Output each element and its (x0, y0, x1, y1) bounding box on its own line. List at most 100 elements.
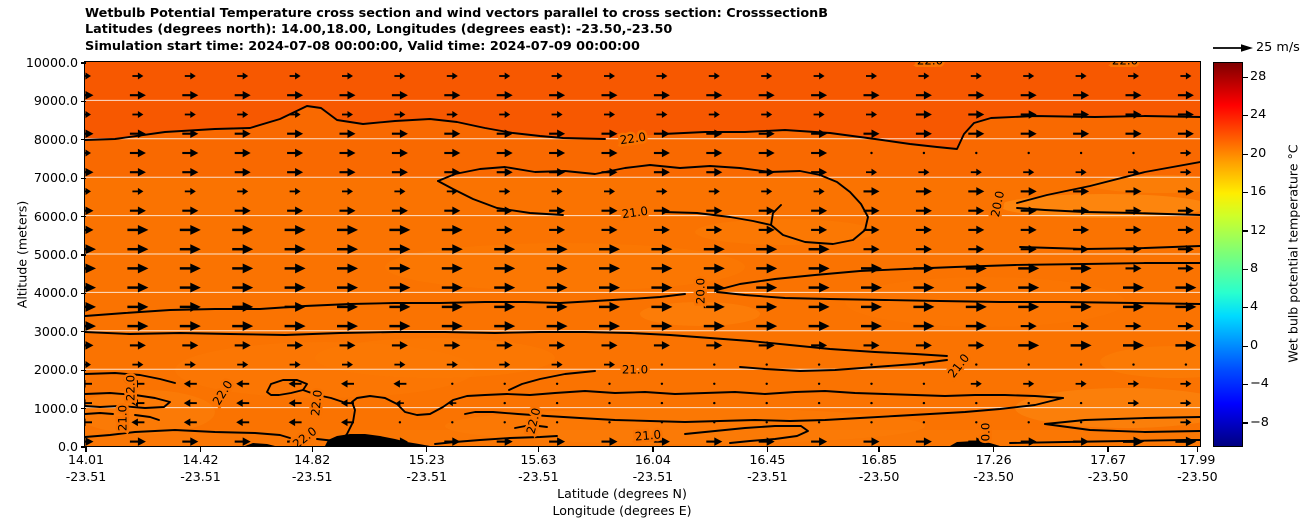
wind-vector-dot (713, 363, 716, 367)
wind-vector-head (923, 263, 935, 274)
wind-vector-head (766, 111, 773, 119)
wind-vector-head (504, 72, 511, 80)
y-tick-label: 8000.0 (33, 131, 78, 147)
x-tick-label-longitude: -23.51 (747, 469, 788, 484)
wind-vector-head (137, 72, 144, 80)
reference-arrow-value: 25 m/s (1256, 40, 1300, 55)
temperature-shading (385, 243, 745, 292)
wind-vector-head (85, 149, 91, 157)
wind-vector-head (609, 302, 620, 313)
wind-vector-head (137, 225, 149, 236)
wind-vector-head (137, 206, 146, 216)
wind-vector-head (1185, 302, 1197, 313)
title-line-2: Latitudes (degrees north): 14.00,18.00, … (85, 22, 673, 38)
wind-vector-head (288, 418, 296, 427)
wind-vector-head (766, 321, 778, 332)
wind-vector-head (819, 226, 828, 235)
wind-vector-head (819, 129, 828, 139)
wind-vector-head (85, 418, 86, 427)
wind-vector-head (347, 244, 358, 255)
wind-vector-head (190, 168, 199, 177)
wind-vector-head (609, 206, 618, 216)
wind-vector-head (1133, 206, 1142, 216)
contour-label: 0.0 (979, 423, 993, 442)
wind-vector-dot (660, 421, 664, 424)
cross-section-canvas: 22.021.020.020.021.021.021.022.021.022.0… (85, 62, 1200, 447)
contour-line (85, 392, 171, 410)
wind-vector-dot (555, 382, 559, 386)
wind-vector-dot (975, 421, 978, 424)
wind-vector-dot (870, 382, 873, 386)
wind-vector-dot (1027, 402, 1030, 405)
wind-vector-dot (608, 421, 611, 424)
terrain-silhouette (950, 441, 1000, 447)
wind-vector-head (242, 302, 254, 313)
wind-vector-head (347, 149, 356, 158)
wind-vector-dot (1079, 421, 1083, 424)
wind-vector-dot (765, 402, 768, 405)
wind-vector-head (288, 399, 296, 408)
wind-vector-head (976, 302, 987, 313)
wind-vector-dot (398, 421, 402, 424)
wind-vector-head (347, 361, 353, 369)
wind-vector-head (1185, 399, 1192, 408)
x-tick-label-longitude: -23.50 (1087, 469, 1129, 484)
x-tick-label-longitude: -23.50 (1177, 469, 1218, 484)
plot-area: 22.0 21.0 20.0 20.0 21.0 21.0 21.0 22.0 21.0 22.0… (84, 61, 1201, 448)
wind-vector-head (137, 168, 146, 177)
colorbar-tick-label: 8 (1250, 260, 1259, 276)
wind-vector-head (923, 206, 932, 216)
colorbar-tick-label: 28 (1250, 68, 1267, 84)
contour-line (85, 429, 291, 440)
wind-vector-head (923, 110, 932, 120)
wind-vector-dot (817, 382, 821, 386)
wind-vector-head (1028, 322, 1037, 331)
wind-vector-head (190, 437, 199, 447)
wind-vector-head (557, 149, 566, 158)
wind-vector-head (347, 72, 353, 80)
wind-vector-head (557, 244, 568, 255)
wind-vector-head (452, 206, 461, 216)
x-axis-label-latitude: Latitude (degrees N) (557, 486, 687, 501)
wind-vector-head (923, 437, 932, 447)
wind-vector-head (1133, 187, 1142, 197)
wind-vector-head (1028, 226, 1037, 235)
wind-vector-head (1133, 340, 1144, 351)
y-tick-mark (81, 139, 86, 141)
wind-vector-head (242, 341, 251, 351)
wind-vector-head (452, 225, 463, 236)
wind-vector-head (242, 91, 251, 100)
y-tick-label: 3000.0 (33, 323, 78, 339)
contour-label: 22.0 (1112, 62, 1138, 68)
wind-vector-head (242, 361, 249, 369)
wind-vector-head (137, 341, 146, 351)
colorbar (1213, 62, 1243, 447)
y-tick-mark (81, 216, 86, 218)
wind-vector-head (819, 72, 825, 80)
wind-vector-head (190, 283, 201, 293)
wind-vector-head (183, 380, 191, 389)
wind-vector-head (923, 302, 935, 313)
wind-vector-head (819, 168, 828, 177)
wind-vector-head (976, 110, 985, 120)
reference-arrow-head (1241, 44, 1253, 52)
wind-vector-head (399, 225, 411, 236)
wind-vector-head (923, 341, 932, 351)
wind-vector-head (190, 72, 196, 80)
wind-vector-head (661, 72, 668, 80)
wind-vector-head (452, 361, 458, 369)
wind-vector-head (347, 283, 358, 293)
wind-vector-head (1133, 302, 1144, 313)
wind-vector-head (399, 91, 408, 100)
wind-vector-dot (660, 363, 664, 367)
wind-vector-head (976, 72, 982, 80)
contour-label: 22.0 (619, 130, 647, 148)
y-tick-label: 2000.0 (33, 362, 78, 378)
wind-vector-head (819, 206, 828, 216)
wind-vector-head (609, 226, 618, 235)
contour-line (514, 424, 548, 430)
wind-vector-head (131, 418, 138, 427)
wind-vector-head (609, 188, 615, 196)
wind-vector-head (923, 129, 932, 139)
wind-vector-head (399, 72, 406, 80)
